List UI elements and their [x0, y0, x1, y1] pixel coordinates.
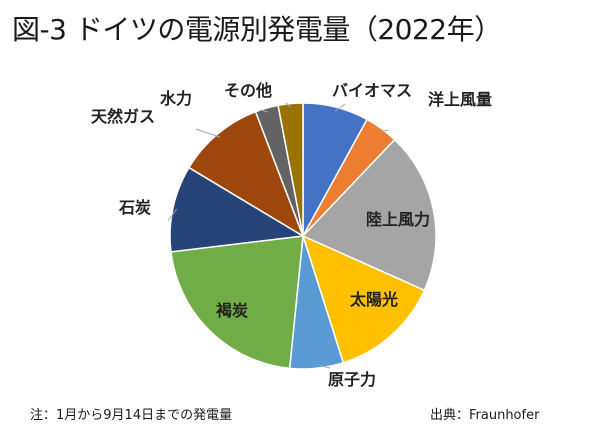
leader-line	[167, 208, 178, 222]
pie-slice	[187, 110, 305, 238]
pie-slices	[169, 102, 437, 370]
source-note: 出典：Fraunhofer	[430, 408, 540, 423]
slice-label: 原子力	[328, 370, 376, 389]
slice-label: バイオマス	[332, 81, 412, 100]
slice-label: 陸上風力	[366, 210, 430, 229]
slice-label: 石炭	[118, 198, 151, 217]
leader-lines	[167, 102, 389, 369]
slice-label: 天然ガス	[91, 107, 155, 126]
leader-line	[316, 363, 331, 369]
pie-slice	[169, 166, 306, 253]
leader-line	[259, 109, 268, 113]
slice-label: 褐炭	[215, 301, 248, 320]
pie-slice	[170, 235, 304, 370]
leader-line	[285, 102, 292, 108]
pie-slice	[277, 102, 304, 237]
footnote: 注：1月から9月14日までの発電量	[30, 408, 233, 423]
leader-line	[334, 103, 346, 112]
chart-title: 図-3 ドイツの電源別発電量（2022年）	[12, 13, 502, 46]
slice-label: その他	[224, 81, 272, 100]
slice-label: 洋上風量	[428, 90, 492, 109]
slice-label: 太陽光	[349, 290, 398, 309]
leader-line	[195, 128, 221, 138]
pie-slice	[301, 138, 437, 292]
leader-line	[379, 129, 389, 133]
slice-label: 水力	[160, 89, 192, 108]
